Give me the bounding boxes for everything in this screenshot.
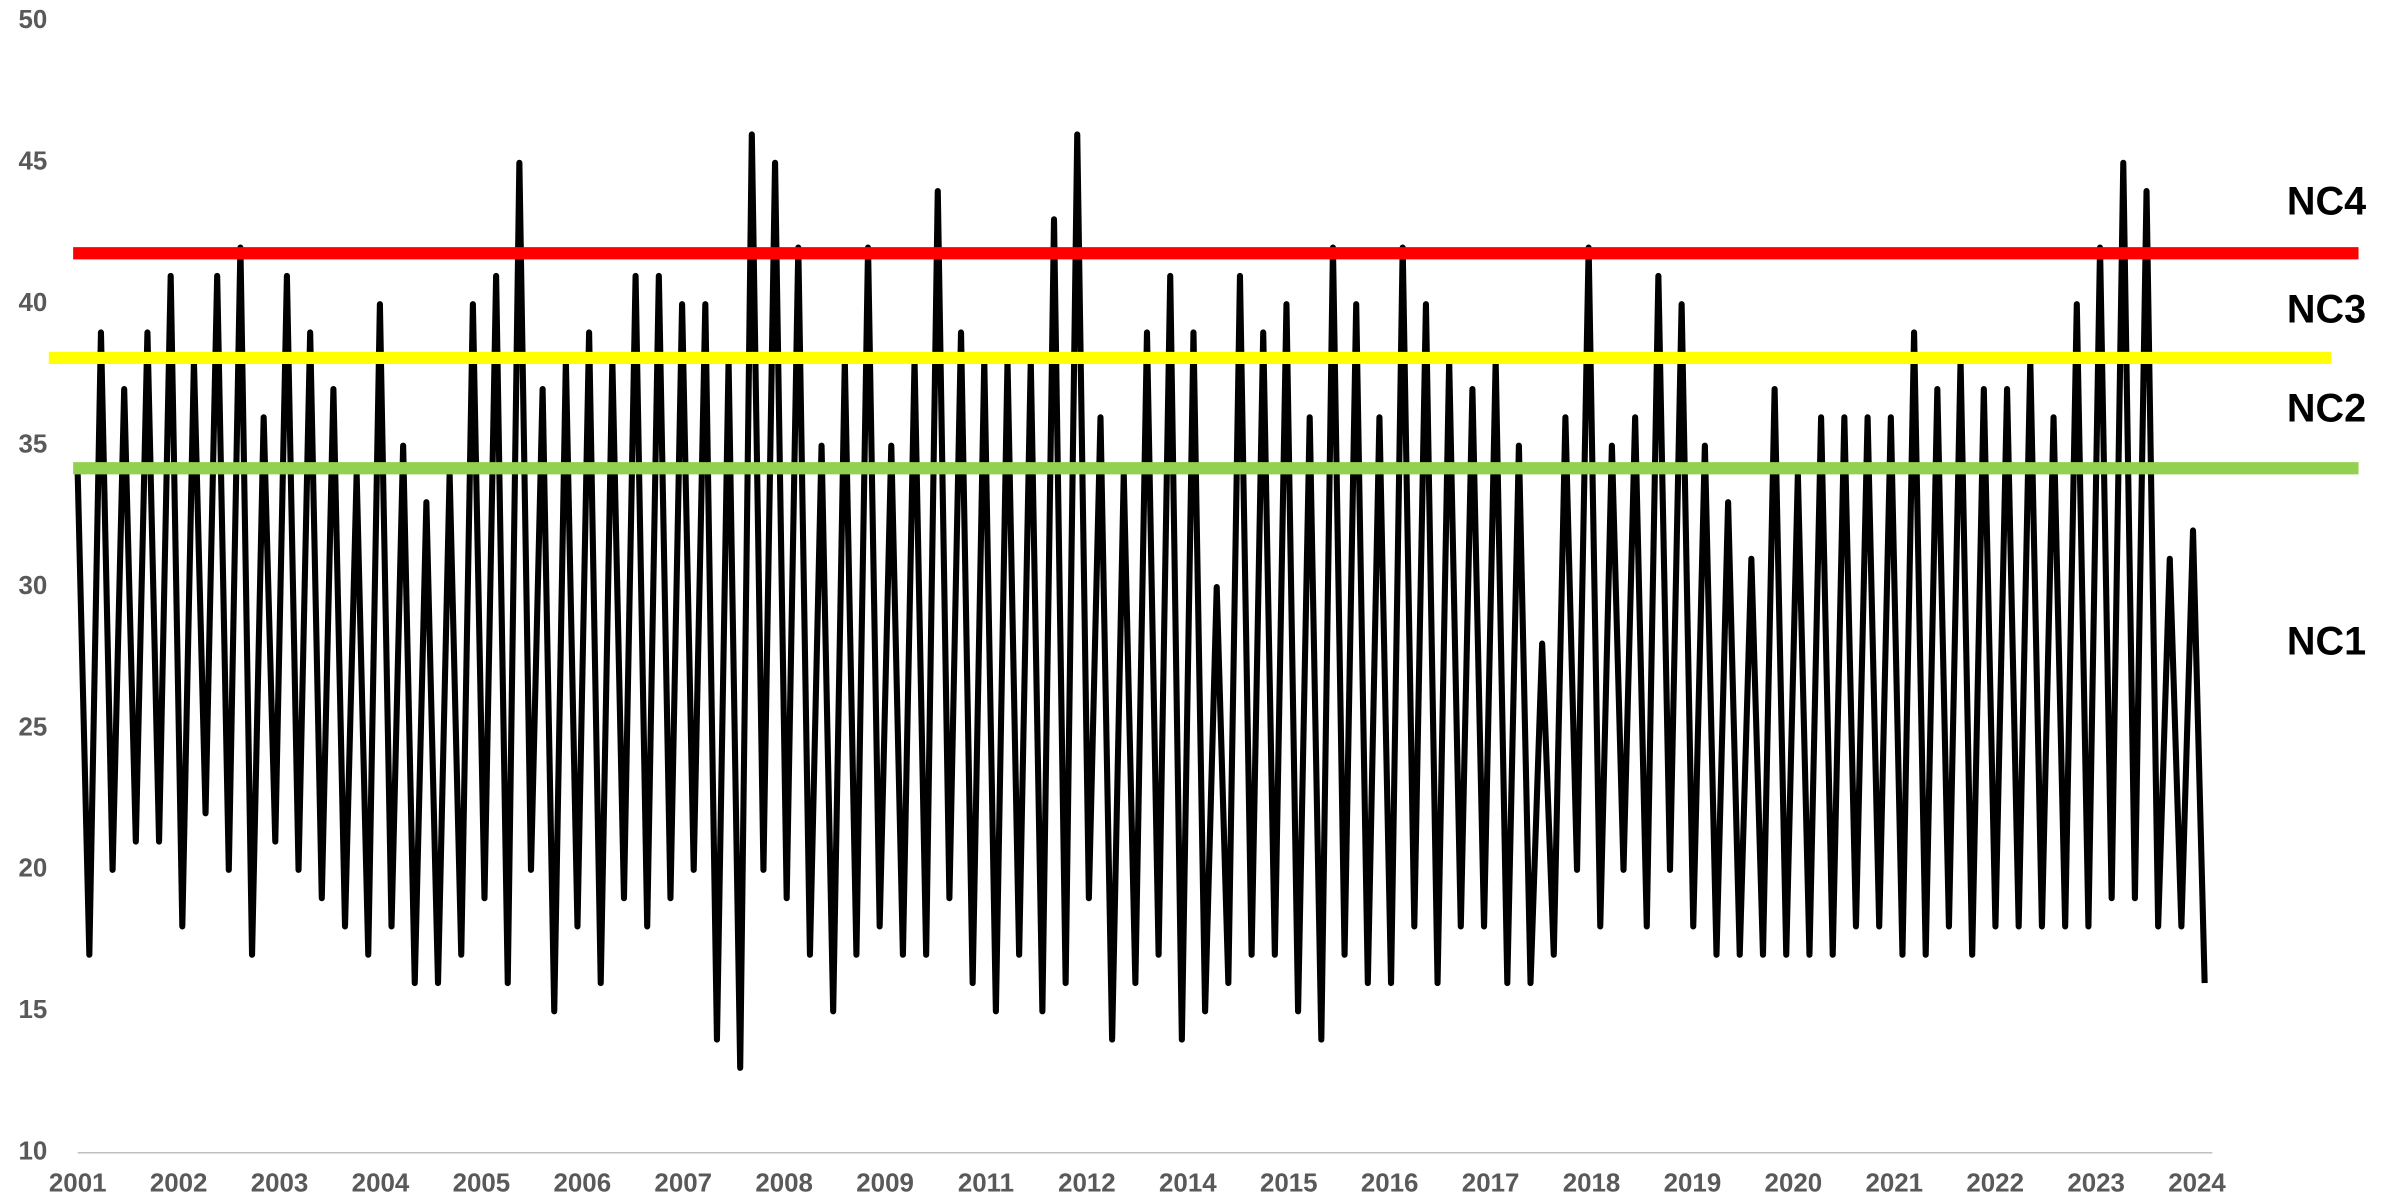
reference-label: NC3	[2287, 288, 2366, 332]
x-tick-label: 2019	[1664, 1170, 1722, 1198]
y-tick-label: 35	[18, 430, 47, 458]
y-tick-label: 15	[18, 996, 47, 1024]
x-tick-label: 2017	[1462, 1170, 1520, 1198]
x-tick-label: 2001	[49, 1170, 107, 1198]
x-tick-label: 2004	[352, 1170, 410, 1198]
x-tick-label: 2022	[1966, 1170, 2024, 1198]
x-tick-label: 2021	[1865, 1170, 1923, 1198]
x-tick-label: 2007	[654, 1170, 712, 1198]
y-tick-label: 40	[18, 289, 47, 317]
y-tick-label: 30	[18, 572, 47, 600]
x-tick-label: 2009	[856, 1170, 914, 1198]
y-tick-label: 10	[18, 1138, 47, 1166]
x-tick-label: 2023	[2067, 1170, 2125, 1198]
x-tick-label: 2006	[554, 1170, 612, 1198]
x-tick-label: 2003	[251, 1170, 309, 1198]
reference-label: NC2	[2287, 387, 2366, 431]
y-tick-label: 25	[18, 713, 47, 741]
x-tick-label: 2015	[1260, 1170, 1318, 1198]
x-tick-label: 2016	[1361, 1170, 1419, 1198]
x-tick-label: 2008	[755, 1170, 813, 1198]
x-tick-label: 2014	[1159, 1170, 1217, 1198]
x-tick-label: 2024	[2168, 1170, 2226, 1198]
y-tick-label: 50	[18, 6, 47, 34]
y-tick-label: 45	[18, 148, 47, 176]
data-line	[74, 131, 2208, 1071]
x-tick-label: 2020	[1765, 1170, 1823, 1198]
x-tick-label: 2005	[453, 1170, 511, 1198]
x-tick-label: 2002	[150, 1170, 208, 1198]
y-tick-label: 20	[18, 855, 47, 883]
x-tick-label: 2018	[1563, 1170, 1621, 1198]
x-tick-label: 2012	[1058, 1170, 1116, 1198]
x-tick-label: 2011	[958, 1170, 1014, 1198]
reference-label: NC4	[2287, 180, 2366, 224]
annotation: NC1	[2287, 620, 2366, 664]
